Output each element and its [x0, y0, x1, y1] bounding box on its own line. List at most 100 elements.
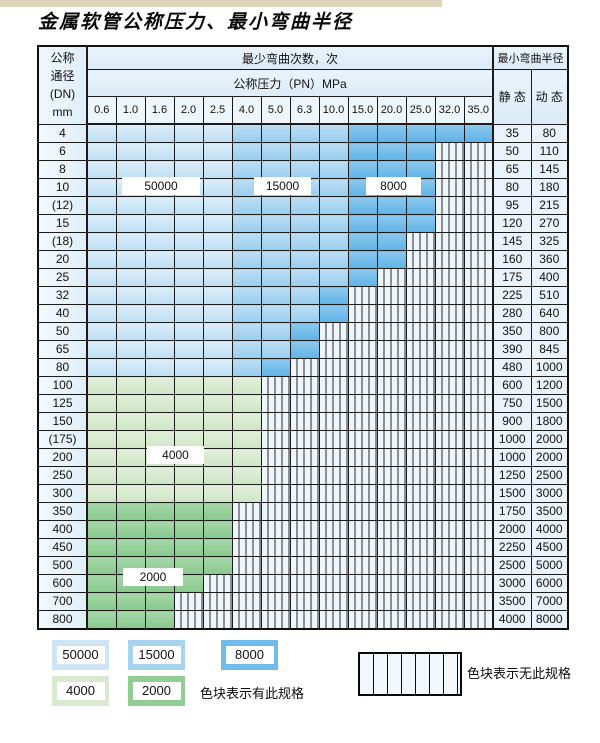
no-spec-cell — [463, 520, 494, 539]
cycle-cell-50000 — [115, 232, 146, 251]
cycle-cell-15000 — [231, 123, 262, 143]
no-spec-cell — [405, 466, 436, 485]
cycle-cell-15000 — [318, 160, 349, 179]
cycle-cell-4000 — [115, 412, 146, 431]
cycle-cell-15000 — [318, 214, 349, 233]
cycle-cell-50000 — [173, 142, 204, 161]
no-spec-cell — [231, 574, 262, 593]
cycle-cell-50000 — [144, 123, 175, 143]
cycle-cell-50000 — [202, 196, 233, 215]
no-spec-cell — [376, 610, 407, 630]
cycle-cell-4000 — [173, 376, 204, 395]
no-spec-cell — [405, 304, 436, 323]
cycle-cell-50000 — [86, 160, 117, 179]
no-spec-cell — [347, 394, 378, 413]
cycle-cell-8000 — [405, 142, 436, 161]
cycle-cell-4000 — [115, 394, 146, 413]
legend-label-50000: 50000 — [56, 646, 105, 664]
no-spec-cell — [463, 592, 494, 611]
cycle-cell-15000 — [289, 286, 320, 305]
cycle-cell-50000 — [202, 142, 233, 161]
cycle-cell-8000 — [347, 214, 378, 233]
cycle-cell-50000 — [173, 250, 204, 269]
no-spec-cell — [347, 322, 378, 341]
no-spec-cell — [318, 538, 349, 557]
cycle-cell-50000 — [86, 268, 117, 287]
cycle-cell-2000 — [202, 502, 233, 521]
dn-cell: 20 — [37, 250, 88, 269]
legend-hatch-swatch — [358, 652, 462, 696]
table-row: 20 160 360 — [37, 250, 569, 269]
legend-has-spec-note: 色块表示有此规格 — [200, 686, 305, 701]
no-spec-cell — [318, 376, 349, 395]
dynamic-radius-cell: 3000 — [530, 484, 569, 503]
static-header: 静 态 — [492, 69, 532, 125]
cycle-cell-8000 — [434, 123, 465, 143]
dn-cell: 200 — [37, 448, 88, 467]
no-spec-cell — [289, 556, 320, 575]
no-spec-cell — [434, 556, 465, 575]
cycles-annotation-2000: 2000 — [123, 568, 183, 586]
no-spec-cell — [231, 556, 262, 575]
cycle-cell-2000 — [86, 592, 117, 611]
cycle-cell-2000 — [86, 574, 117, 593]
no-spec-cell — [405, 430, 436, 449]
no-spec-cell — [434, 142, 465, 161]
cycles-annotation-4000: 4000 — [147, 446, 204, 464]
no-spec-cell — [347, 340, 378, 359]
no-spec-cell — [376, 592, 407, 611]
cycle-cell-15000 — [289, 268, 320, 287]
pressure-value-cell: 2.5 — [202, 96, 233, 125]
no-spec-cell — [434, 448, 465, 467]
cycle-cell-2000 — [115, 502, 146, 521]
no-spec-cell — [463, 142, 494, 161]
cycle-cell-2000 — [173, 538, 204, 557]
cycle-cell-15000 — [260, 232, 291, 251]
cycle-cell-4000 — [86, 466, 117, 485]
static-radius-cell: 350 — [492, 322, 532, 341]
no-spec-cell — [318, 556, 349, 575]
cycle-cell-50000 — [144, 286, 175, 305]
cycle-cell-50000 — [202, 250, 233, 269]
cycle-cell-4000 — [115, 484, 146, 503]
cycle-cell-8000 — [405, 160, 436, 179]
dn-cell: 125 — [37, 394, 88, 413]
static-radius-cell: 1000 — [492, 448, 532, 467]
cycle-cell-8000 — [347, 160, 378, 179]
dynamic-radius-cell: 110 — [530, 142, 569, 161]
cycle-cell-4000 — [231, 412, 262, 431]
table-row: (175) 1000 2000 — [37, 430, 569, 449]
no-spec-cell — [405, 340, 436, 359]
no-spec-cell — [463, 610, 494, 630]
no-spec-cell — [405, 286, 436, 305]
no-spec-cell — [405, 592, 436, 611]
static-radius-cell: 4000 — [492, 610, 532, 630]
no-spec-cell — [463, 268, 494, 287]
no-spec-cell — [289, 484, 320, 503]
cycle-cell-50000 — [115, 304, 146, 323]
no-spec-cell — [376, 322, 407, 341]
no-spec-cell — [202, 592, 233, 611]
table-row: 4 35 80 — [37, 123, 569, 143]
no-spec-cell — [289, 466, 320, 485]
no-spec-cell — [405, 268, 436, 287]
static-radius-cell: 50 — [492, 142, 532, 161]
no-spec-cell — [405, 322, 436, 341]
no-spec-cell — [173, 592, 204, 611]
table-row: 700 3500 7000 — [37, 592, 569, 611]
no-spec-cell — [434, 412, 465, 431]
dynamic-radius-cell: 360 — [530, 250, 569, 269]
cycle-cell-50000 — [202, 214, 233, 233]
cycle-cell-50000 — [202, 358, 233, 377]
no-spec-cell — [376, 394, 407, 413]
table-row: 150 900 1800 — [37, 412, 569, 431]
dn-cell: (12) — [37, 196, 88, 215]
cycle-cell-4000 — [144, 466, 175, 485]
cycle-cell-50000 — [86, 232, 117, 251]
no-spec-cell — [347, 376, 378, 395]
cycle-cell-15000 — [289, 160, 320, 179]
cycle-cell-8000 — [376, 250, 407, 269]
dn-cell: 15 — [37, 214, 88, 233]
table-row: 500 2500 5000 — [37, 556, 569, 575]
cycle-cell-50000 — [173, 358, 204, 377]
